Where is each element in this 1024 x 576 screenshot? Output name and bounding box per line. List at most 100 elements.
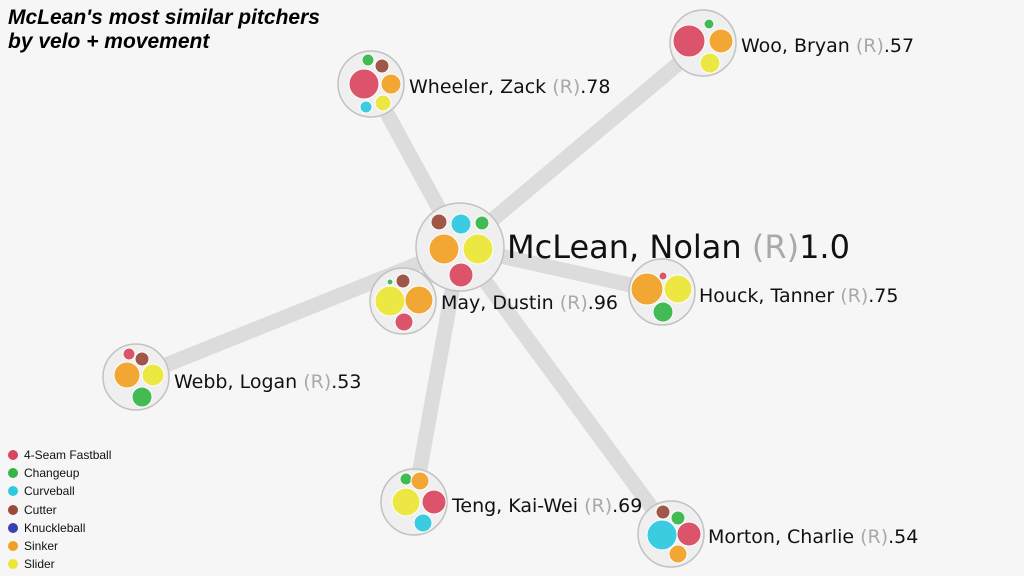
pitch-bubble-cu <box>413 513 433 533</box>
legend-label: Changeup <box>24 466 80 481</box>
pitcher-label: Webb, Logan (R).53 <box>174 371 361 393</box>
legend-item-knuckleball: Knuckleball <box>8 519 111 537</box>
pitcher-node-mclean-nolan: McLean, Nolan (R)1.0 <box>415 202 850 292</box>
pitcher-node-houck-tanner: Houck, Tanner (R).75 <box>628 258 898 326</box>
chart-title: McLean's most similar pitchers by velo +… <box>8 6 320 54</box>
pitcher-node-teng-kai-wei: Teng, Kai-Wei (R).69 <box>380 468 642 536</box>
pitcher-hand: (R) <box>303 371 331 393</box>
pitch-bubble-fc <box>374 58 390 74</box>
pitch-bubble-sl <box>141 363 165 387</box>
pitcher-nodes: Wheeler, Zack (R).78 Woo, Bryan (R).57 May… <box>102 9 918 568</box>
legend-swatch <box>8 486 18 497</box>
legend-swatch <box>8 522 18 533</box>
legend-item-changeup: Changeup <box>8 464 111 482</box>
similarity-score: .53 <box>331 371 361 393</box>
pitch-bubble-ch <box>131 386 153 408</box>
pitch-bubble-ff <box>676 521 702 547</box>
legend-label: 4-Seam Fastball <box>24 448 112 463</box>
pitch-bubble-ch <box>670 510 686 526</box>
pitch-bubble-ch <box>703 18 715 30</box>
similarity-score: .78 <box>580 76 610 98</box>
similarity-score: .54 <box>888 526 918 548</box>
legend-label: Cutter <box>24 502 57 517</box>
legend-label: Slider <box>24 557 55 572</box>
pitcher-hand: (R) <box>560 292 588 314</box>
pitch-bubble-ff <box>348 68 380 100</box>
legend-swatch <box>8 450 18 461</box>
pitcher-hand: (R) <box>552 76 580 98</box>
pitcher-name: Teng, Kai-Wei <box>451 495 584 517</box>
pitcher-name: McLean, Nolan <box>507 228 752 266</box>
pitcher-label: Teng, Kai-Wei (R).69 <box>451 495 642 517</box>
pitcher-node-wheeler-zack: Wheeler, Zack (R).78 <box>337 50 610 118</box>
pitch-bubble-si <box>380 73 402 95</box>
pitcher-label: Morton, Charlie (R).54 <box>708 526 918 548</box>
legend-item-curveball: Curveball <box>8 482 111 500</box>
legend-label: Knuckleball <box>24 520 86 535</box>
pitch-bubble-sl <box>374 94 392 112</box>
pitcher-label: Wheeler, Zack (R).78 <box>409 76 610 98</box>
pitch-bubble-ff <box>394 312 414 332</box>
pitch-bubble-cu <box>359 100 373 114</box>
similarity-score: 1.0 <box>799 228 850 266</box>
pitch-bubble-si <box>630 272 664 306</box>
legend-label: Sinker <box>24 539 59 554</box>
pitcher-label: May, Dustin (R).96 <box>441 292 618 314</box>
pitch-bubble-si <box>708 28 734 54</box>
edge-morton-charlie <box>452 239 679 542</box>
pitcher-node-woo-bryan: Woo, Bryan (R).57 <box>669 9 914 77</box>
pitcher-hand: (R) <box>584 495 612 517</box>
legend-item-cutter: Cutter <box>8 501 111 519</box>
similarity-score: .57 <box>884 35 914 57</box>
chart-title-line-2: by velo + movement <box>8 30 210 53</box>
pitcher-name: May, Dustin <box>441 292 560 314</box>
pitch-bubble-sl <box>462 233 494 265</box>
pitch-bubble-si <box>668 544 688 564</box>
pitch-bubble-ff <box>658 271 668 281</box>
pitch-bubble-cu <box>450 213 472 235</box>
legend-swatch <box>8 541 18 552</box>
legend-swatch <box>8 559 18 570</box>
chart-title-line-1: McLean's most similar pitchers <box>8 6 320 29</box>
pitcher-hand: (R) <box>860 526 888 548</box>
pitcher-label: Houck, Tanner (R).75 <box>699 285 898 307</box>
pitch-bubble-cu <box>646 519 678 551</box>
pitch-bubble-sl <box>374 285 406 317</box>
legend-label: Curveball <box>24 484 75 499</box>
edge-woo-bryan <box>452 35 711 255</box>
pitch-bubble-ff <box>122 347 136 361</box>
pitch-bubble-ch <box>386 278 394 286</box>
pitch-bubble-ff <box>421 489 447 515</box>
pitch-bubble-si <box>410 471 430 491</box>
legend-item-slider: Slider <box>8 555 111 573</box>
pitcher-name: Morton, Charlie <box>708 526 860 548</box>
pitch-bubble-ch <box>474 215 490 231</box>
pitch-bubble-ch <box>399 472 413 486</box>
similarity-score: .96 <box>588 292 618 314</box>
pitcher-hand: (R) <box>752 228 799 266</box>
pitch-bubble-ff <box>672 24 706 58</box>
legend-swatch <box>8 468 18 479</box>
pitcher-label: Woo, Bryan (R).57 <box>741 35 914 57</box>
legend-item-4-seam-fastball: 4-Seam Fastball <box>8 446 111 464</box>
pitch-bubble-sl <box>699 52 721 74</box>
legend-swatch <box>8 504 18 515</box>
similarity-score: .75 <box>868 285 898 307</box>
pitcher-node-may-dustin: May, Dustin (R).96 <box>369 267 618 335</box>
pitcher-name: Webb, Logan <box>174 371 303 393</box>
pitch-bubble-sl <box>391 487 421 517</box>
legend-item-sinker: Sinker <box>8 537 111 555</box>
pitcher-node-morton-charlie: Morton, Charlie (R).54 <box>637 500 918 568</box>
pitch-bubble-si <box>428 233 460 265</box>
pitcher-node-webb-logan: Webb, Logan (R).53 <box>102 343 361 411</box>
pitch-bubble-ff <box>448 262 474 288</box>
pitcher-label: McLean, Nolan (R)1.0 <box>507 228 850 266</box>
similarity-score: .69 <box>612 495 642 517</box>
pitch-bubble-sl <box>663 274 693 304</box>
pitch-bubble-fc <box>395 273 411 289</box>
pitch-bubble-si <box>404 285 434 315</box>
pitcher-hand: (R) <box>840 285 868 307</box>
pitcher-hand: (R) <box>856 35 884 57</box>
pitch-bubble-si <box>113 361 141 389</box>
